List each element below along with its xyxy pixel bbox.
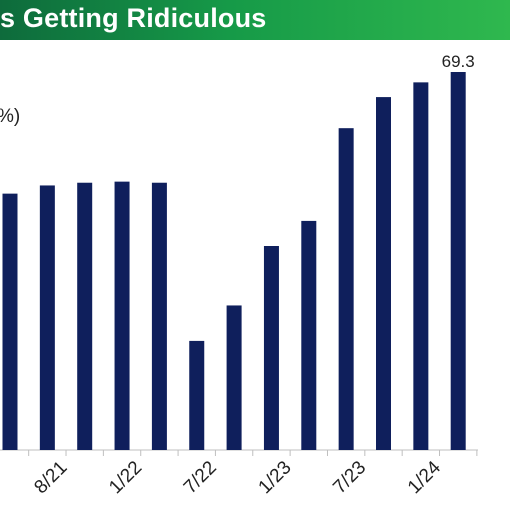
x-tick-label-7: 1/23 bbox=[255, 457, 296, 498]
bar-8 bbox=[301, 220, 317, 450]
bar-3 bbox=[114, 181, 130, 451]
bars-group bbox=[2, 72, 466, 451]
bar-12 bbox=[450, 72, 466, 450]
bar-2 bbox=[77, 182, 93, 450]
x-tick-labels-group: 8/21 1/22 7/22 1/23 7/23 1/24 bbox=[31, 457, 446, 498]
chart-title: s Getting Ridiculous bbox=[0, 3, 267, 33]
y-axis-label-fragment: %) bbox=[0, 106, 21, 127]
bar-7 bbox=[263, 246, 279, 450]
bar-9 bbox=[338, 128, 354, 450]
bar-1 bbox=[39, 185, 55, 451]
title-bar: s Getting Ridiculous bbox=[0, 0, 510, 40]
x-ticks-group bbox=[28, 450, 478, 456]
x-tick-label-11: 1/24 bbox=[404, 457, 445, 498]
x-tick-label-5: 7/22 bbox=[180, 457, 221, 498]
bar-6 bbox=[226, 305, 242, 450]
data-label-12: 69.3 bbox=[442, 52, 475, 71]
x-tick-label-3: 1/22 bbox=[105, 457, 146, 498]
data-labels-group: 69.3 bbox=[442, 52, 475, 71]
x-tick-label-1: 8/21 bbox=[31, 457, 72, 498]
bar-5 bbox=[189, 340, 205, 450]
bar-10 bbox=[376, 97, 391, 450]
x-tick-label-9: 7/23 bbox=[329, 457, 370, 498]
bar-0 bbox=[2, 193, 18, 451]
bar-11 bbox=[413, 82, 429, 450]
bar-4 bbox=[151, 182, 167, 450]
